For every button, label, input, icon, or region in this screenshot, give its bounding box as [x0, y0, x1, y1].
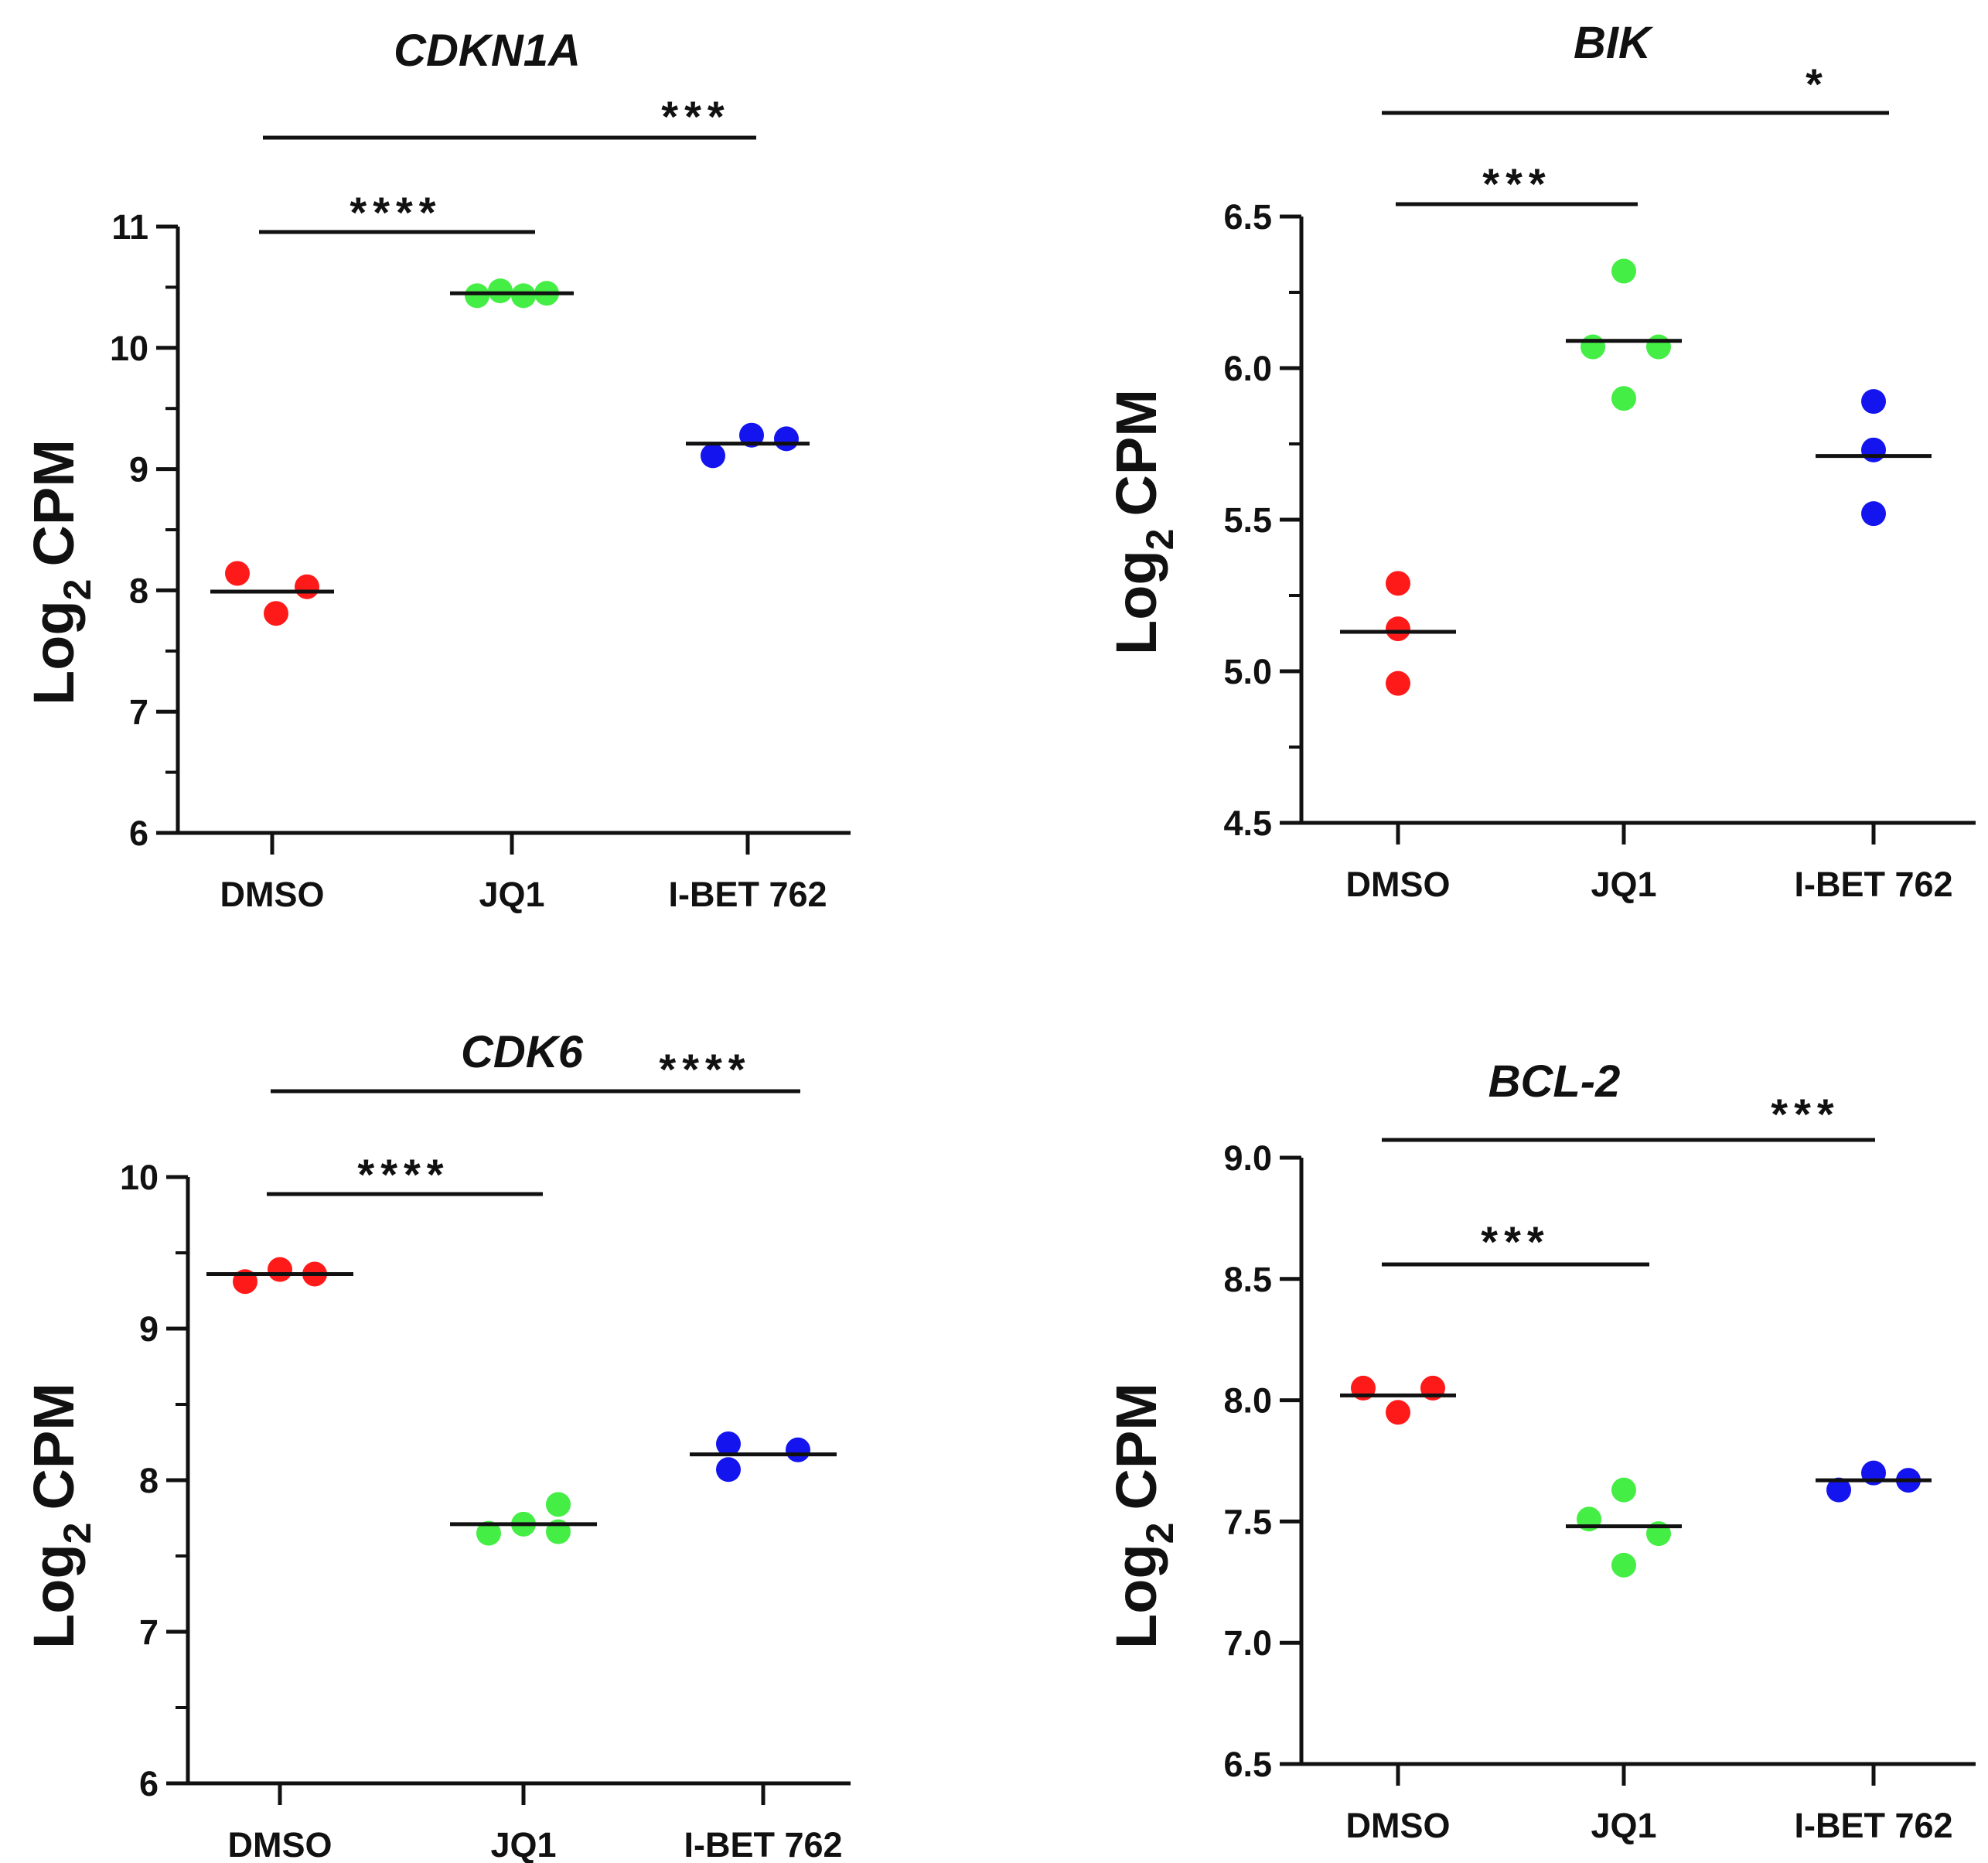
x-tick-label: DMSO	[1346, 1806, 1451, 1845]
y-tick-label: 7.0	[1223, 1623, 1272, 1663]
x-tick-label: JQ1	[479, 875, 544, 914]
y-tick-label: 7.5	[1223, 1502, 1272, 1541]
y-axis-label-unit: CPM	[22, 439, 86, 566]
y-axis-label: Log2 CPM	[22, 439, 99, 705]
x-tick-label: JQ1	[490, 1825, 556, 1863]
y-axis-label-main: Log	[22, 1544, 86, 1649]
y-tick-label: 8.0	[1223, 1381, 1272, 1421]
x-tick-label: I-BET 762	[668, 875, 827, 914]
data-point-jq1	[1611, 1552, 1636, 1578]
data-point-i-bet-762	[1861, 389, 1886, 415]
y-tick-label: 9.0	[1223, 1138, 1272, 1178]
x-tick-label: I-BET 762	[1794, 1806, 1952, 1845]
data-point-i-bet-762	[1861, 437, 1886, 462]
x-tick-label: DMSO	[228, 1825, 332, 1863]
significance-label: ****	[659, 1045, 751, 1094]
y-axis-label: Log2 CPM	[1104, 1383, 1182, 1649]
data-point-i-bet-762	[1826, 1477, 1851, 1503]
y-tick-label: 6.0	[1223, 349, 1272, 388]
data-point-i-bet-762	[716, 1457, 741, 1483]
y-tick-label: 9	[139, 1309, 159, 1349]
y-tick-label: 6	[129, 814, 148, 853]
data-point-jq1	[465, 283, 489, 309]
y-tick-label: 7	[129, 692, 148, 732]
data-point-i-bet-762	[739, 422, 764, 448]
significance-label: ***	[661, 92, 730, 141]
y-axis-label-main: Log	[1104, 550, 1168, 655]
data-point-jq1	[476, 1520, 501, 1546]
data-point-dmso	[1386, 1400, 1410, 1425]
x-tick-label: JQ1	[1591, 1806, 1656, 1845]
x-tick-label: DMSO	[220, 875, 325, 914]
y-tick-label: 5.0	[1223, 652, 1272, 691]
data-point-jq1	[511, 283, 536, 309]
significance-label: ***	[1481, 1217, 1550, 1266]
significance-label: *	[1806, 60, 1829, 108]
significance-label: ****	[357, 1150, 449, 1199]
data-point-dmso	[268, 1257, 292, 1282]
y-tick-label: 10	[110, 329, 148, 368]
data-point-dmso	[1386, 616, 1410, 642]
data-point-i-bet-762	[701, 443, 725, 469]
x-tick-label: DMSO	[1346, 865, 1451, 904]
data-point-i-bet-762	[774, 426, 799, 452]
chart-panel-3: 6.5 7.0 7.5 8.0 8.5 9.0 DMSO JQ1 I-BET 762 Log2 CP…	[1104, 1056, 1976, 1845]
data-point-jq1	[546, 1492, 571, 1517]
y-tick-label: 4.5	[1223, 804, 1272, 843]
y-axis-label-main: Log	[22, 600, 86, 705]
y-axis-label-subscript: 2	[56, 1523, 99, 1544]
y-axis-label-subscript: 2	[56, 579, 99, 601]
x-tick-label: JQ1	[1591, 865, 1656, 904]
y-tick-label: 8.5	[1223, 1260, 1272, 1299]
data-point-i-bet-762	[1861, 501, 1886, 527]
data-point-i-bet-762	[716, 1431, 741, 1456]
y-tick-label: 9	[129, 450, 148, 490]
y-axis-label-unit: CPM	[22, 1383, 86, 1510]
y-tick-label: 6.5	[1223, 197, 1272, 237]
y-tick-label: 10	[120, 1158, 159, 1197]
chart-panel-0: 6 7 8 9 10 11 DMSO JQ1 I-BET 762 Log2 CPM CDKN1A ***…	[22, 26, 851, 914]
y-tick-label: 6.5	[1223, 1745, 1272, 1784]
data-point-dmso	[225, 561, 250, 586]
y-axis-label-unit: CPM	[1104, 1383, 1168, 1510]
y-axis-label: Log2 CPM	[1104, 389, 1182, 655]
chart-title: CDKN1A	[394, 26, 581, 76]
y-tick-label: 6	[139, 1764, 159, 1803]
y-axis-label-subscript: 2	[1138, 529, 1182, 551]
y-tick-label: 8	[129, 571, 148, 610]
data-point-jq1	[1611, 1477, 1636, 1503]
data-point-dmso	[1386, 571, 1410, 596]
data-point-jq1	[1611, 258, 1636, 284]
data-point-jq1	[1581, 334, 1605, 360]
data-point-i-bet-762	[786, 1437, 810, 1462]
y-tick-label: 11	[111, 207, 148, 247]
chart-title: CDK6	[461, 1027, 584, 1077]
x-tick-label: I-BET 762	[1794, 865, 1952, 904]
data-point-dmso	[1386, 670, 1410, 696]
x-tick-label: I-BET 762	[684, 1825, 842, 1863]
y-tick-label: 8	[139, 1461, 159, 1500]
y-axis-label: Log2 CPM	[22, 1383, 99, 1649]
data-point-jq1	[1611, 386, 1636, 411]
chart-title: BIK	[1574, 18, 1654, 68]
significance-label: ***	[1482, 159, 1551, 208]
data-point-dmso	[264, 601, 288, 626]
data-point-jq1	[488, 278, 513, 304]
chart-panel-1: 4.5 5.0 5.5 6.0 6.5 DMSO JQ1 I-BET 762 Log2 CPM BI…	[1104, 18, 1976, 904]
data-point-dmso	[295, 574, 319, 599]
y-axis-label-main: Log	[1104, 1544, 1168, 1649]
data-point-jq1	[1646, 334, 1671, 360]
significance-label: ****	[350, 188, 442, 237]
chart-panel-2: 6 7 8 9 10 DMSO JQ1 I-BET 762 Log2 CPM CDK6 **** ***…	[22, 1027, 851, 1863]
chart-title: BCL-2	[1488, 1056, 1621, 1107]
y-tick-label: 5.5	[1223, 500, 1272, 540]
significance-label: ***	[1771, 1090, 1840, 1138]
y-axis-label-subscript: 2	[1138, 1523, 1182, 1544]
y-tick-label: 7	[139, 1612, 159, 1652]
y-axis-label-unit: CPM	[1104, 389, 1168, 516]
